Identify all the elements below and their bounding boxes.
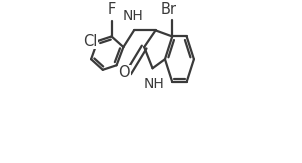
Text: O: O	[118, 65, 130, 80]
Text: Cl: Cl	[83, 34, 97, 49]
Text: F: F	[108, 2, 116, 17]
Text: NH: NH	[143, 77, 164, 91]
Text: NH: NH	[123, 9, 144, 23]
Text: Br: Br	[161, 2, 177, 17]
